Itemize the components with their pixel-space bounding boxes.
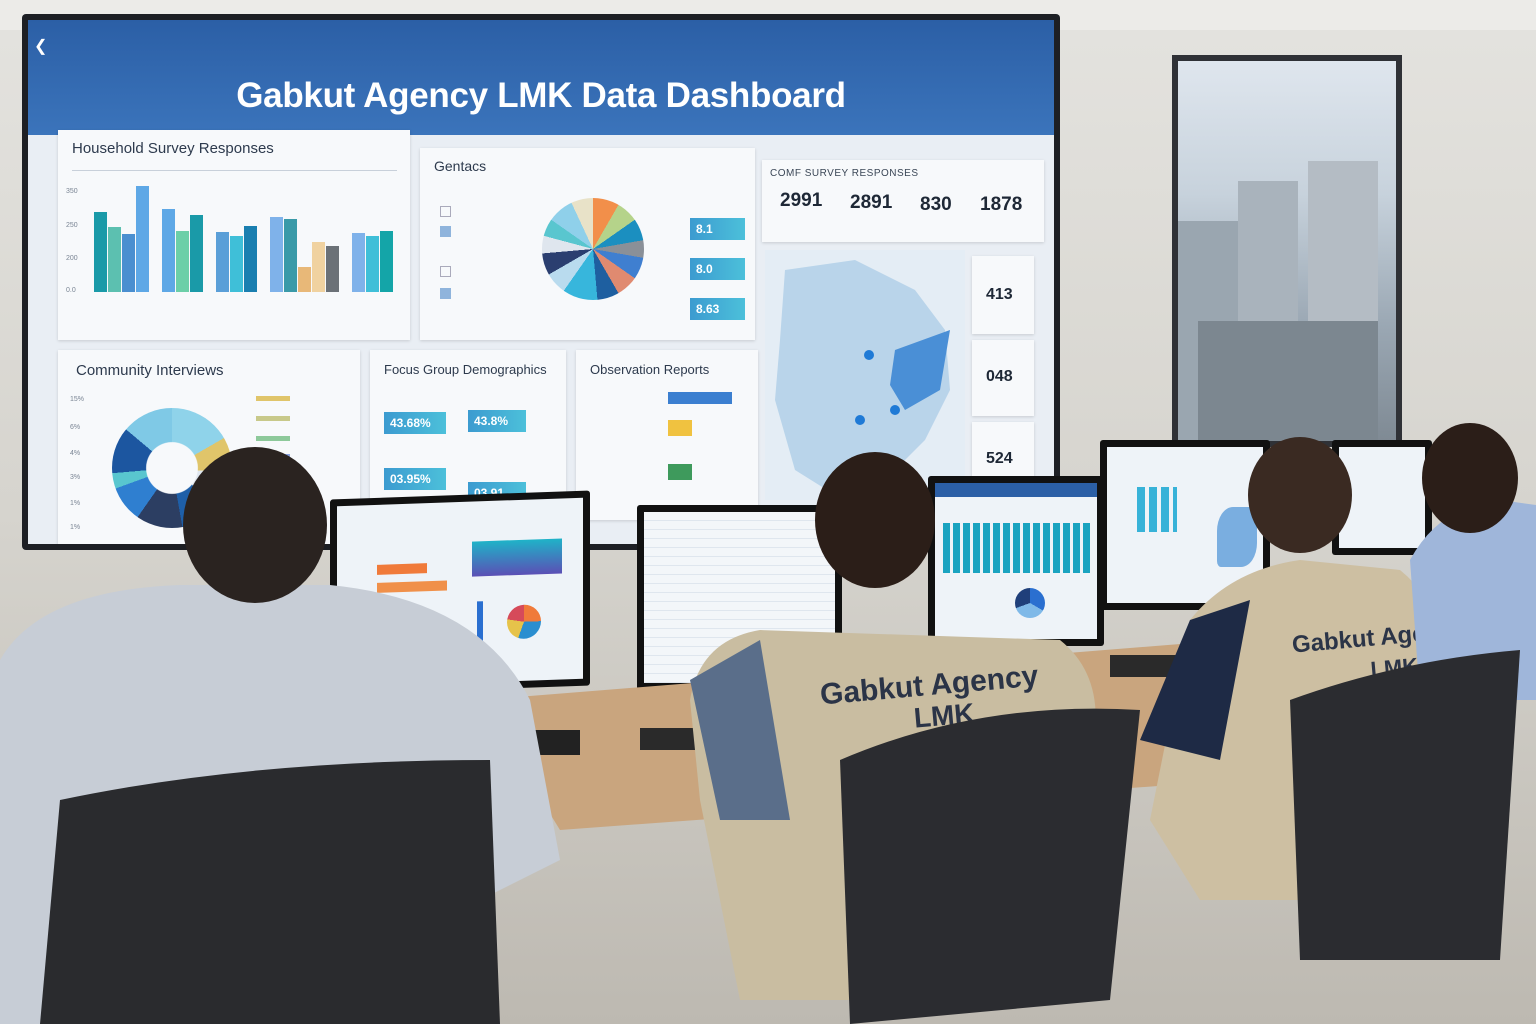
kpi-tile: 8.1	[690, 218, 745, 240]
bar	[366, 236, 379, 292]
keyboard	[640, 728, 710, 750]
side-stat-card: 524	[972, 422, 1034, 486]
dashboard-title: Gabkut Agency LMK Data Dashboard	[236, 76, 846, 115]
monitor-screen[interactable]	[935, 483, 1097, 639]
gentacs-panel: Gentacs 8.1 8.0 8.63	[420, 148, 755, 340]
observation-reports-panel: Observation Reports	[576, 350, 758, 520]
bar	[122, 233, 135, 292]
bar	[244, 226, 257, 292]
bar	[352, 232, 365, 292]
office-chair	[40, 760, 500, 1024]
panel-title: Observation Reports	[590, 362, 710, 377]
stat-value: 830	[920, 194, 952, 215]
monitor	[1332, 440, 1432, 555]
monitor-screen[interactable]	[1107, 447, 1263, 603]
stat-value: 2891	[850, 192, 893, 213]
dashboard-header: ❮ Gabkut Agency LMK Data Dashboard	[28, 20, 1054, 135]
stat-value: 1878	[980, 194, 1023, 215]
bar	[176, 231, 189, 292]
y-tick: 1%	[70, 500, 81, 507]
bar	[326, 245, 339, 292]
kpi-tile: 8.0	[690, 258, 745, 280]
stat-value: 048	[986, 368, 1013, 385]
side-stat-card: 413	[972, 256, 1034, 334]
region-map	[775, 260, 950, 495]
kpi-tile: 43.8%	[468, 410, 526, 432]
bar	[230, 236, 243, 292]
chevron-left-icon[interactable]: ❮	[34, 38, 48, 55]
wall-display: ❮ Gabkut Agency LMK Data Dashboard House…	[22, 14, 1060, 550]
panel-title: Gentacs	[434, 158, 487, 174]
monitor	[928, 476, 1104, 646]
bar	[162, 208, 175, 292]
stat-value: 2991	[780, 190, 823, 211]
bar	[108, 226, 121, 292]
map-pin-icon	[890, 405, 900, 415]
y-tick: 200	[66, 255, 78, 262]
bar	[94, 211, 107, 292]
y-tick: 6%	[70, 424, 81, 431]
legend-swatch	[256, 436, 290, 441]
bar	[270, 216, 283, 292]
panel-title: Comf Survey Responses	[770, 168, 919, 179]
panel-title: Community Interviews	[76, 362, 224, 379]
kpi-tile: 43.68%	[384, 412, 446, 434]
checkbox[interactable]	[440, 266, 451, 277]
household-survey-panel: Household Survey Responses 350 250 200 0…	[58, 130, 410, 340]
map-pin-icon	[855, 415, 865, 425]
cityscape	[1178, 61, 1396, 441]
kpi-tile: 8.63	[690, 298, 745, 320]
window	[1172, 55, 1402, 447]
panel-title: Focus Group Demographics	[384, 362, 547, 377]
y-tick: 4%	[70, 450, 81, 457]
bar-chart	[94, 180, 399, 292]
focus-group-panel: Focus Group Demographics 43.68% 43.8% 03…	[370, 350, 566, 510]
checkbox[interactable]	[440, 206, 451, 217]
kpi-tile: 03.95%	[384, 468, 446, 490]
side-stat-card: 048	[972, 340, 1034, 416]
report-bar	[668, 420, 692, 436]
bar	[298, 267, 311, 292]
y-tick: 350	[66, 188, 78, 195]
map-pin-icon	[864, 350, 874, 360]
y-tick: 15%	[70, 396, 85, 403]
bar	[136, 186, 149, 292]
bar	[380, 230, 393, 292]
bar	[312, 242, 325, 292]
panel-title: Household Survey Responses	[72, 140, 274, 157]
bar	[190, 214, 203, 292]
office-chair	[840, 708, 1140, 1024]
stats-panel: Comf Survey Responses 2991 2891 830 1878	[762, 160, 1044, 242]
person-far-right	[1410, 423, 1536, 700]
report-bar	[668, 392, 732, 404]
bar	[216, 232, 229, 292]
pie-chart	[542, 198, 644, 300]
stat-value: 413	[986, 286, 1013, 303]
checkbox-checked[interactable]	[440, 288, 451, 299]
bar	[284, 219, 297, 292]
legend-swatch	[256, 396, 290, 401]
checkbox-checked[interactable]	[440, 226, 451, 237]
report-bar	[668, 464, 692, 480]
legend-swatch	[256, 416, 290, 421]
stat-value: 524	[986, 450, 1013, 467]
y-tick: 0.0	[66, 287, 76, 294]
map-panel[interactable]	[765, 250, 965, 500]
y-tick: 250	[66, 222, 78, 229]
y-tick: 3%	[70, 474, 81, 481]
y-tick: 1%	[70, 524, 81, 531]
office-chair	[1290, 650, 1520, 960]
monitor-screen[interactable]	[1339, 447, 1425, 548]
